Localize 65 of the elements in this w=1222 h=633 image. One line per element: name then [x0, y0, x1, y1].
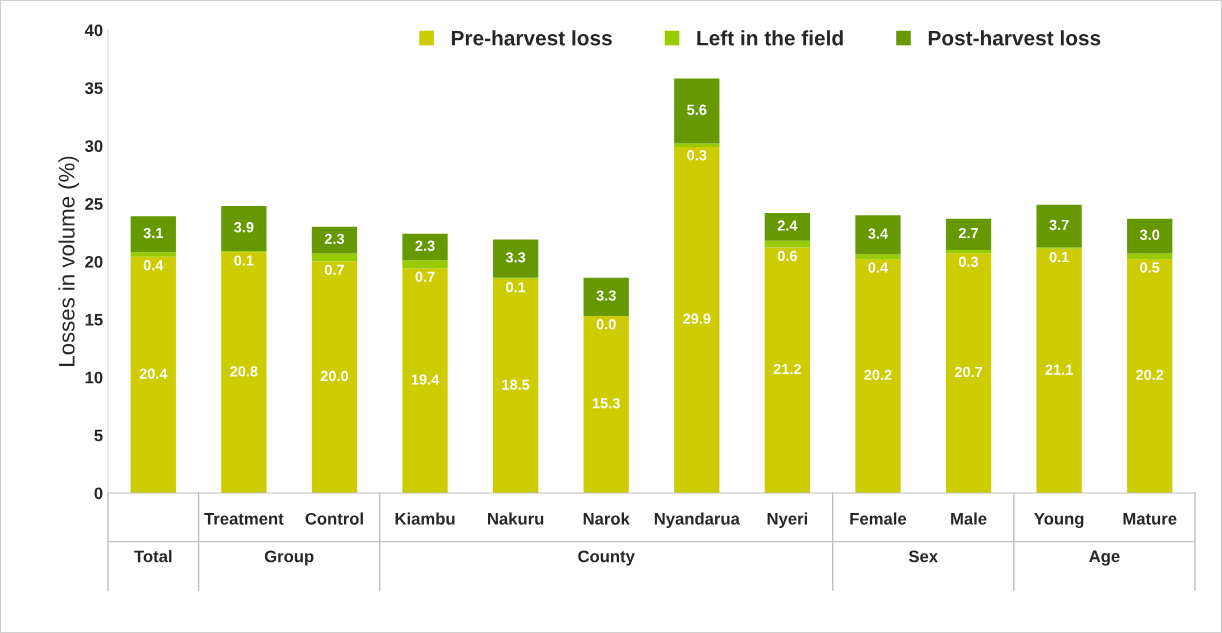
data-label: 2.3: [324, 233, 345, 245]
data-label: 20.0: [320, 370, 349, 382]
data-label: 20.7: [954, 366, 983, 378]
x-tick-label: Mature: [1123, 513, 1177, 525]
data-label: 3.9: [234, 222, 254, 233]
y-tick-label: 35: [84, 82, 103, 95]
text: Total: [134, 550, 172, 563]
data-label: 0.1: [506, 282, 526, 293]
data-label: 0.7: [324, 264, 344, 275]
legend-label: Left in the field: [697, 30, 843, 46]
data-label: 0.7: [415, 271, 435, 282]
data-label: 0.6: [777, 250, 797, 262]
data-label: 5.6: [687, 104, 707, 115]
x-tick-label: Nyeri: [767, 512, 808, 528]
y-tick-label: 5: [94, 429, 103, 442]
data-label: 3.3: [596, 290, 616, 301]
data-label: 18.5: [502, 379, 530, 390]
x-tick-label: Nakuru: [488, 512, 544, 525]
data-label: 3.7: [1049, 219, 1069, 231]
data-label: 3.3: [505, 252, 526, 263]
y-tick-label: 30: [84, 140, 103, 152]
x-tick-label: Control: [305, 512, 363, 525]
data-label: 21.1: [1045, 364, 1073, 375]
data-label: 20.2: [864, 369, 892, 381]
data-label: 2.4: [777, 220, 798, 231]
data-label: 3.0: [1139, 229, 1160, 240]
x-tick-label: Treatment: [204, 513, 284, 525]
y-tick-label: 0: [94, 487, 103, 500]
text: Sex: [908, 550, 938, 563]
data-label: 0.5: [1140, 262, 1160, 273]
data-label: 0.3: [687, 150, 707, 161]
data-label: 0.1: [1049, 251, 1069, 263]
data-label: 20.4: [139, 368, 168, 379]
text: County: [578, 550, 635, 566]
data-label: 0.1: [234, 255, 254, 266]
text: Age: [1089, 550, 1120, 566]
data-label: 21.2: [773, 363, 801, 375]
data-label: 3.1: [143, 227, 164, 239]
legend-label: Post-harvest loss: [928, 30, 1101, 46]
x-tick-label: Nyandarua: [654, 512, 740, 528]
data-label: 15.3: [592, 398, 620, 409]
x-tick-label: Male: [951, 512, 987, 525]
data-label: 0.0: [596, 319, 616, 330]
text: Group: [264, 550, 314, 566]
y-axis-title: Losses in volume (%): [58, 156, 80, 366]
data-label: 19.4: [411, 374, 440, 385]
data-label: 29.9: [683, 313, 711, 324]
x-tick-label: Kiambu: [395, 512, 455, 525]
x-tick-label: Narok: [583, 512, 630, 525]
legend-label: Pre-harvest loss: [451, 30, 612, 46]
data-label: 2.7: [958, 227, 979, 239]
x-tick-label: Female: [850, 512, 907, 525]
data-label: 2.3: [415, 240, 435, 251]
y-tick-label: 20: [85, 255, 103, 268]
data-label: 0.3: [958, 256, 979, 267]
data-label: 0.4: [143, 260, 164, 271]
data-label: 20.2: [1136, 369, 1164, 381]
y-tick-label: 10: [85, 371, 103, 384]
y-tick-label: 25: [85, 198, 103, 210]
y-tick-label: 15: [85, 313, 103, 326]
y-tick-label: 40: [84, 24, 103, 37]
data-label: 20.8: [230, 366, 258, 377]
data-label: 0.4: [868, 262, 889, 273]
x-tick-label: Young: [1034, 512, 1084, 528]
data-label: 3.4: [868, 228, 889, 239]
